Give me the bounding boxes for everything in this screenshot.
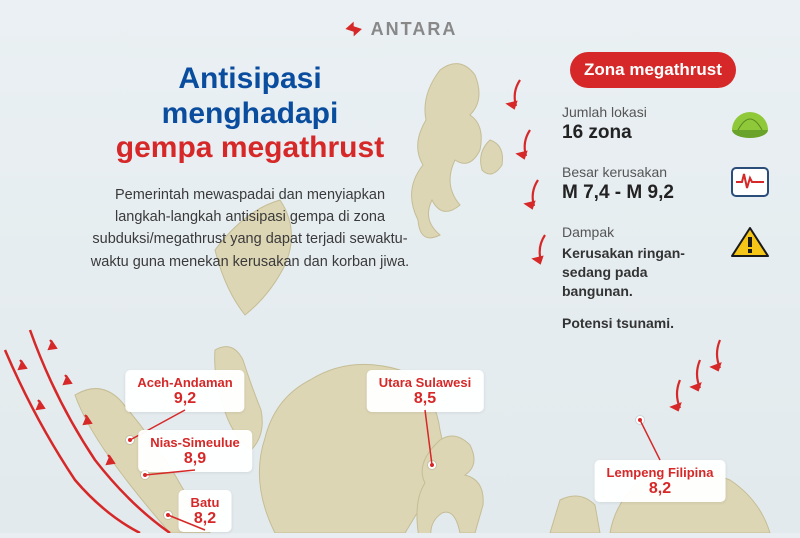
zone-name: Utara Sulawesi xyxy=(379,375,472,390)
zone-dot xyxy=(636,416,644,424)
zone-dot xyxy=(164,511,172,519)
stat-label: Jumlah lokasi xyxy=(562,104,718,120)
title-line-2: menghadapi xyxy=(80,97,420,132)
title-line-1: Antisipasi xyxy=(80,62,420,97)
zone-label: Nias-Simeulue8,9 xyxy=(138,430,252,472)
title-block: Antisipasi menghadapi gempa megathrust P… xyxy=(80,62,420,273)
impact-line-1: Kerusakan ringan-sedang pada bangunan. xyxy=(562,244,718,301)
zone-dot xyxy=(141,471,149,479)
brand-name: ANTARA xyxy=(371,19,458,40)
stat-magnitude: Besar kerusakan M 7,4 - M 9,2 xyxy=(562,164,772,204)
stat-impact: Dampak Kerusakan ringan-sedang pada bang… xyxy=(562,224,772,331)
zone-name: Lempeng Filipina xyxy=(607,465,714,480)
stat-label: Besar kerusakan xyxy=(562,164,718,180)
zone-name: Aceh-Andaman xyxy=(137,375,232,390)
zone-magnitude: 8,2 xyxy=(607,480,714,498)
impact-line-2: Potensi tsunami. xyxy=(562,315,718,331)
dome-icon xyxy=(728,104,772,140)
seismograph-icon xyxy=(728,164,772,200)
impact-label: Dampak xyxy=(562,224,718,240)
zone-magnitude: 8,5 xyxy=(379,390,472,408)
zone-label: Aceh-Andaman9,2 xyxy=(125,370,244,412)
zone-name: Nias-Simeulue xyxy=(150,435,240,450)
zone-name: Batu xyxy=(191,495,220,510)
zone-label: Utara Sulawesi8,5 xyxy=(367,370,484,412)
zone-label: Batu8,2 xyxy=(179,490,232,532)
stat-value: 16 zona xyxy=(562,122,718,144)
stat-locations: Jumlah lokasi 16 zona xyxy=(562,104,772,144)
zone-heading-badge: Zona megathrust xyxy=(570,52,736,88)
subtitle-text: Pemerintah mewaspadai dan menyiapkan lan… xyxy=(80,184,420,274)
logo-icon xyxy=(343,18,365,40)
zone-magnitude: 8,9 xyxy=(150,450,240,468)
warning-icon xyxy=(728,224,772,260)
stat-value: M 7,4 - M 9,2 xyxy=(562,182,718,204)
zone-label: Lempeng Filipina8,2 xyxy=(595,460,726,502)
zone-magnitude: 9,2 xyxy=(137,390,232,408)
zone-magnitude: 8,2 xyxy=(191,510,220,528)
title-line-3: gempa megathrust xyxy=(80,131,420,166)
zone-dot xyxy=(428,461,436,469)
sidebar-panel: Zona megathrust Jumlah lokasi 16 zona Be… xyxy=(562,52,772,351)
zone-dot xyxy=(126,436,134,444)
brand-logo: ANTARA xyxy=(343,18,458,40)
